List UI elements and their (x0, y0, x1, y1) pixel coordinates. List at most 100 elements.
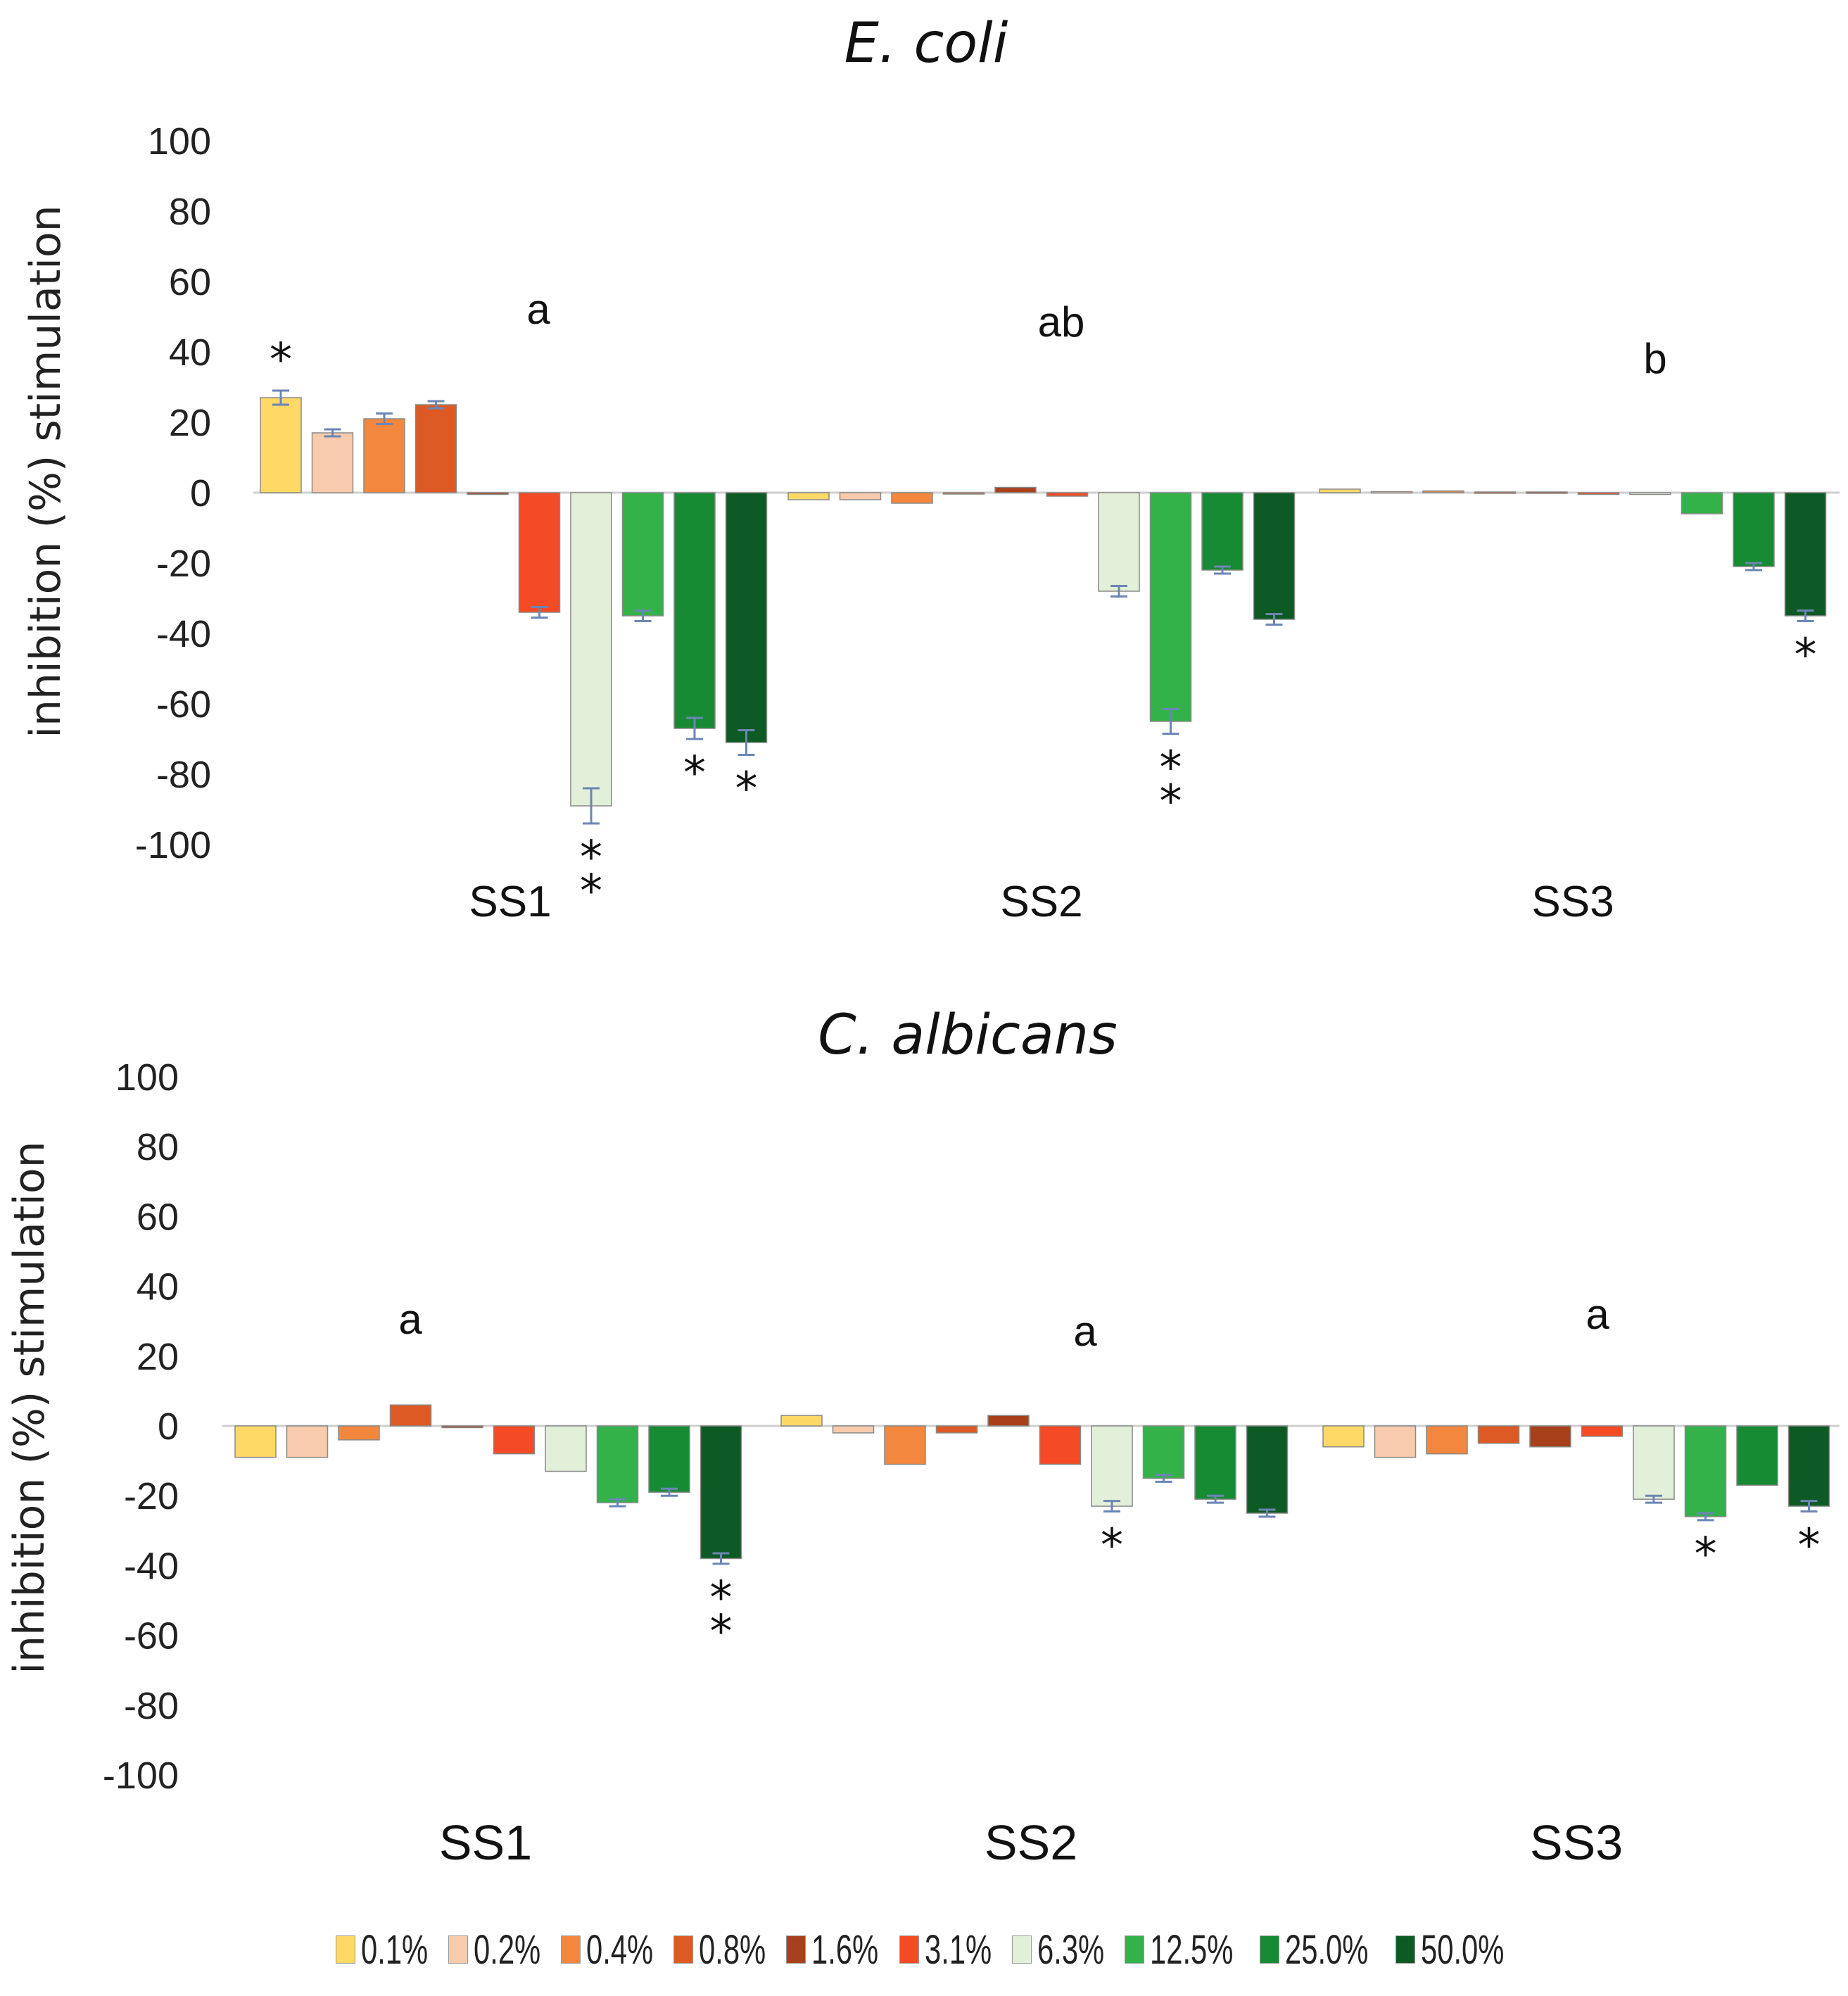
legend-swatch (335, 1935, 355, 1964)
legend-label: 6.3% (1037, 1926, 1104, 1973)
legend-swatch (448, 1935, 468, 1964)
significance-mark: * (580, 866, 602, 918)
y-tick-label: 40 (137, 1266, 179, 1308)
y-axis-label: inhibition (%) stimulation (5, 1141, 54, 1674)
y-tick-label: -80 (124, 1685, 179, 1727)
bar-SS1-25.0% (673, 492, 716, 729)
category-label: SS2 (1000, 878, 1082, 926)
bar-SS1-0.4% (338, 1425, 380, 1441)
legend-label: 0.1% (360, 1926, 428, 1973)
bar-SS1-25.0% (648, 1425, 690, 1493)
bar-SS3-6.3% (1629, 492, 1671, 495)
bar-SS1-0.2% (286, 1425, 329, 1458)
legend-label: 0.8% (699, 1926, 766, 1973)
legend-label: 0.2% (473, 1926, 540, 1973)
bar-SS1-0.8% (389, 1404, 432, 1427)
y-tick-label: -60 (156, 683, 211, 726)
category-label: SS3 (1531, 878, 1614, 926)
significance-mark: * (1160, 776, 1182, 828)
bar-SS2-50.0% (1246, 1425, 1289, 1514)
category-label: SS1 (439, 1815, 532, 1870)
legend-swatch (786, 1935, 806, 1964)
significance-mark: * (710, 1606, 733, 1658)
bar-SS3-3.1% (1581, 1425, 1624, 1437)
y-tick-label: -20 (124, 1475, 179, 1517)
bar-SS2-25.0% (1201, 492, 1243, 571)
group-letter: ab (1038, 298, 1085, 346)
bar-SS1-3.1% (493, 1425, 536, 1455)
legend-swatch (560, 1935, 581, 1964)
bar-SS3-50.0% (1784, 492, 1827, 617)
bar-SS3-25.0% (1733, 492, 1775, 567)
bar-SS2-12.5% (1149, 492, 1192, 722)
bar-SS3-0.2% (1374, 1425, 1417, 1458)
y-tick-label: 20 (137, 1336, 179, 1378)
bar-SS2-25.0% (1194, 1425, 1236, 1500)
y-tick-label: -20 (156, 543, 211, 585)
legend-label: 3.1% (924, 1926, 992, 1973)
group-letter: a (398, 1296, 422, 1343)
bar-SS1-12.5% (621, 492, 664, 617)
bar-SS2-0.1% (787, 492, 830, 500)
category-label: SS2 (985, 1815, 1077, 1870)
bar-SS2-0.1% (780, 1415, 823, 1427)
y-tick-label: 80 (137, 1126, 179, 1168)
legend-item: 50.0% (1395, 1926, 1512, 1973)
bar-SS1-0.4% (363, 418, 405, 493)
bar-SS3-0.8% (1474, 491, 1517, 494)
y-tick-label: 0 (158, 1406, 179, 1448)
bar-SS3-1.6% (1526, 491, 1568, 494)
chart-title: C. albicans (818, 1004, 1117, 1067)
bar-SS1-6.3% (545, 1425, 587, 1472)
legend-item: 12.5% (1125, 1926, 1241, 1973)
bar-SS2-1.6% (994, 486, 1037, 493)
legend-item: 1.6% (786, 1926, 880, 1973)
bar-SS2-50.0% (1253, 492, 1296, 620)
bar-SS1-3.1% (518, 492, 561, 613)
legend-item: 3.1% (899, 1926, 994, 1973)
significance-mark: * (1101, 1520, 1123, 1572)
significance-mark: * (1160, 743, 1182, 795)
bar-SS2-0.8% (942, 492, 985, 495)
y-tick-label: 100 (115, 1056, 179, 1099)
legend-label: 50.0% (1420, 1926, 1505, 1973)
y-tick-label: 20 (169, 402, 211, 444)
y-tick-label: 80 (169, 191, 211, 233)
legend: 0.1% 0.2% 0.4% 0.8% 1.6% 3.1% 6.3% 12.5% 25.0% 50… (0, 1914, 1848, 1985)
legend-label: 0.4% (586, 1926, 654, 1973)
group-letter: a (526, 286, 550, 333)
y-axis-label: inhibition (%) stimulation (21, 205, 70, 738)
y-tick-label: -100 (135, 824, 211, 866)
legend-swatch (1125, 1935, 1144, 1964)
bar-SS2-0.4% (884, 1425, 926, 1465)
bar-SS2-6.3% (1098, 492, 1140, 592)
bar-SS3-0.4% (1426, 1425, 1468, 1455)
significance-mark: * (1795, 630, 1817, 682)
bar-SS3-0.2% (1370, 491, 1413, 494)
bar-SS3-3.1% (1577, 492, 1620, 495)
bar-SS3-12.5% (1684, 1425, 1727, 1517)
legend-label: 12.5% (1150, 1926, 1234, 1973)
category-label: SS1 (469, 878, 551, 926)
bar-SS3-0.4% (1422, 490, 1464, 493)
legend-item: 6.3% (1011, 1926, 1106, 1973)
bar-SS1-50.0% (700, 1425, 742, 1560)
y-tick-label: -40 (124, 1545, 179, 1587)
bar-SS3-6.3% (1633, 1425, 1675, 1500)
bar-SS1-1.6% (441, 1425, 483, 1429)
y-tick-label: 40 (169, 331, 211, 374)
category-label: SS3 (1530, 1815, 1623, 1870)
chart-title: E. coli (844, 12, 1008, 75)
legend-item: 0.1% (335, 1926, 430, 1973)
significance-mark: * (580, 832, 602, 884)
bar-SS3-0.8% (1477, 1425, 1520, 1444)
bar-SS1-6.3% (570, 492, 612, 807)
bar-SS1-50.0% (725, 492, 768, 743)
significance-mark: * (735, 764, 758, 816)
bar-SS2-12.5% (1142, 1425, 1185, 1479)
y-tick-label: -100 (103, 1755, 179, 1797)
chart-1: E. coli inhibition (%) stimulation 100 80 60… (21, 12, 1840, 926)
bar-SS3-12.5% (1681, 492, 1723, 514)
legend-item: 25.0% (1260, 1926, 1376, 1973)
legend-label: 1.6% (811, 1926, 879, 1973)
